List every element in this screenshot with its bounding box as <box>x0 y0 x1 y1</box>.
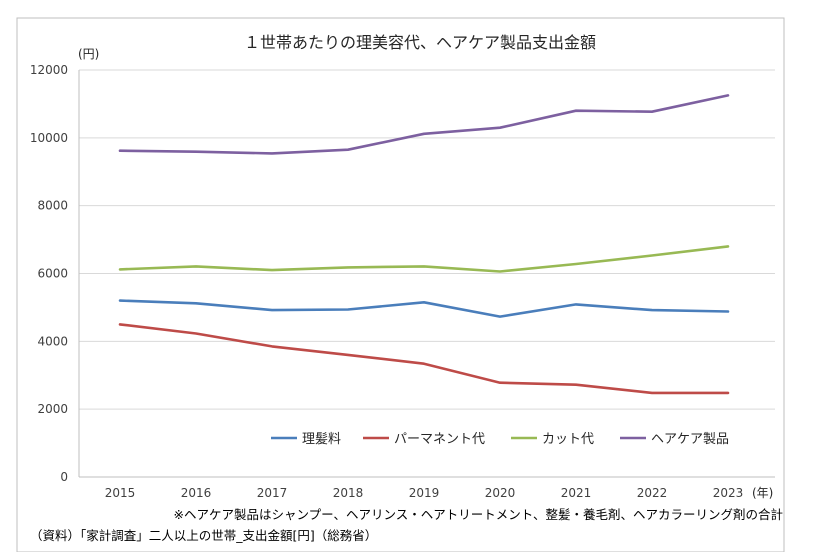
legend-label: ヘアケア製品 <box>651 432 729 447</box>
x-tick-label: 2022 <box>637 486 668 500</box>
y-axis-unit: (円) <box>78 47 99 61</box>
footnote-source: （資料）「家計調査」二人以上の世帯_支出金額[円]（総務省） <box>30 528 377 543</box>
y-tick-label: 10000 <box>30 131 68 145</box>
legend-label: パーマネント代 <box>394 432 485 447</box>
chart-title: １世帯あたりの理美容代、ヘアケア製品支出金額 <box>244 33 596 52</box>
y-tick-label: 2000 <box>37 402 68 416</box>
x-tick-label: 2021 <box>561 486 592 500</box>
x-tick-label: 2019 <box>409 486 440 500</box>
x-axis-ticks: 2015 2016 2017 2018 2019 2020 2021 2022 2023 <box>105 486 744 500</box>
series-line-1 <box>118 323 730 395</box>
x-tick-label: 2017 <box>257 486 288 500</box>
legend-label: カット代 <box>542 432 594 447</box>
gridlines <box>78 69 775 478</box>
x-tick-label: 2023 <box>713 486 744 500</box>
y-tick-label: 6000 <box>37 267 68 281</box>
series-line-0 <box>118 299 730 318</box>
x-tick-label: 2020 <box>485 486 516 500</box>
series-line-2 <box>118 245 730 273</box>
footnote-hair-care: ※ヘアケア製品はシャンプー、ヘアリンス・ヘアトリートメント、整髪・養毛剤、ヘアカ… <box>174 507 783 522</box>
series-line-3 <box>118 94 730 155</box>
series-lines <box>118 94 730 395</box>
x-tick-label: 2016 <box>181 486 212 500</box>
y-tick-label: 4000 <box>37 334 68 348</box>
legend: 理髪料 パーマネント代 カット代 ヘアケア製品 <box>271 432 729 447</box>
x-axis-unit: (年) <box>752 486 773 500</box>
y-tick-label: 8000 <box>37 199 68 213</box>
x-tick-label: 2015 <box>105 486 136 500</box>
legend-label: 理髪料 <box>302 432 341 447</box>
x-tick-label: 2018 <box>333 486 364 500</box>
chart-frame <box>16 17 785 552</box>
y-tick-label: 12000 <box>30 63 68 77</box>
y-tick-label: 0 <box>60 470 68 484</box>
y-axis-ticks: 0 2000 4000 6000 8000 10000 12000 <box>30 63 68 484</box>
